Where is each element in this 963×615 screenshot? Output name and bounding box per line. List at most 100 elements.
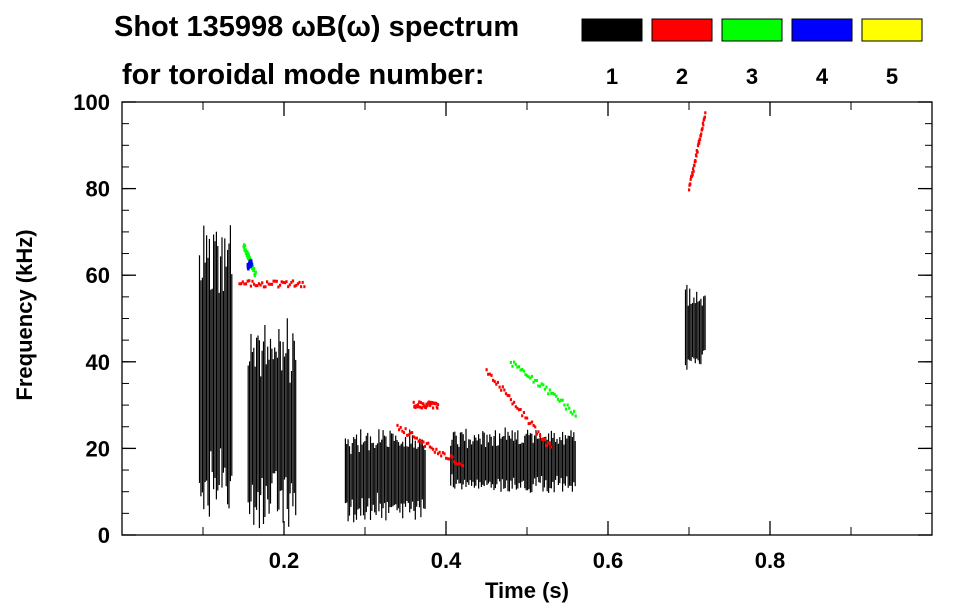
spectral-column <box>247 365 249 503</box>
spectral-point <box>433 450 436 454</box>
spectral-column <box>224 238 226 468</box>
spectral-column <box>203 225 205 510</box>
spectral-point <box>526 374 529 378</box>
spectral-point <box>527 422 530 426</box>
legend-label-mode-2: 2 <box>676 64 688 89</box>
spectral-column <box>455 435 457 484</box>
spectral-point <box>422 402 425 406</box>
spectral-point <box>501 385 504 389</box>
spectral-column <box>262 341 265 524</box>
spectral-point <box>431 401 434 405</box>
spectral-point <box>519 408 522 411</box>
spectral-point <box>691 173 694 177</box>
spectral-point <box>521 368 524 371</box>
spectral-point <box>540 382 543 386</box>
spectral-column <box>281 370 283 491</box>
spectral-column <box>494 430 496 489</box>
spectral-point <box>511 402 514 406</box>
spectral-point <box>560 398 563 402</box>
spectral-point <box>697 139 700 143</box>
spectral-column <box>285 353 287 478</box>
spectral-point <box>412 435 415 439</box>
spectral-point <box>458 461 461 465</box>
spectral-column <box>222 291 224 473</box>
spectral-column <box>570 430 572 486</box>
spectral-column <box>225 266 227 487</box>
mode-1-region <box>684 284 706 370</box>
spectral-point <box>254 272 257 276</box>
spectral-column <box>392 433 394 507</box>
spectral-point <box>241 280 244 284</box>
spectral-point <box>704 111 707 115</box>
spectral-column <box>550 430 552 489</box>
spectral-column <box>535 430 537 486</box>
spectral-column <box>483 432 485 487</box>
spectral-point <box>412 400 415 404</box>
spectral-point <box>428 445 431 449</box>
spectral-column <box>414 440 416 520</box>
spectral-column <box>286 318 288 509</box>
y-tick-label: 60 <box>86 263 110 288</box>
spectral-column <box>382 430 384 509</box>
spectral-point <box>414 436 417 440</box>
legend-label-mode-4: 4 <box>816 64 829 89</box>
spectral-point <box>527 375 530 379</box>
spectral-point <box>456 462 459 466</box>
spectral-point <box>246 279 249 283</box>
spectral-point <box>267 282 270 286</box>
spectral-point <box>571 412 574 416</box>
spectral-column <box>388 447 390 513</box>
spectral-point <box>529 421 532 425</box>
spectral-column <box>464 440 466 480</box>
spectral-column <box>469 439 471 481</box>
spectral-point <box>532 380 535 384</box>
spectral-column <box>522 442 524 481</box>
spectral-point <box>701 121 704 125</box>
spectral-column <box>704 295 706 350</box>
spectral-point <box>247 267 250 271</box>
spectral-point <box>266 280 269 284</box>
spectral-point <box>703 115 706 119</box>
spectral-column <box>361 444 363 499</box>
spectral-point <box>696 150 699 154</box>
spectral-point <box>521 414 524 418</box>
spectral-point <box>269 282 272 286</box>
spectral-column <box>562 431 564 492</box>
spectral-point <box>401 429 404 433</box>
spectral-column <box>351 443 353 500</box>
spectral-column <box>379 442 381 504</box>
spectral-column <box>395 435 397 505</box>
y-tick-label: 20 <box>86 436 110 461</box>
spectral-column <box>376 443 379 493</box>
spectral-column <box>423 445 425 509</box>
mode-1-region <box>450 427 576 493</box>
spectral-column <box>367 432 369 507</box>
spectral-point <box>563 403 566 407</box>
spectral-point <box>245 254 248 258</box>
mode-1-region <box>247 318 297 529</box>
spectral-column <box>700 298 702 365</box>
spectral-point <box>537 430 540 434</box>
spectral-point <box>300 285 303 289</box>
spectral-point <box>695 154 698 158</box>
spectral-column <box>527 429 529 491</box>
mode-1-region <box>198 225 233 517</box>
spectral-column <box>254 366 256 508</box>
spectral-column <box>293 340 295 493</box>
spectral-point <box>238 282 241 286</box>
spectral-column <box>231 274 233 476</box>
spectral-point <box>303 285 306 289</box>
spectral-column <box>378 429 380 512</box>
spectral-point <box>492 378 495 382</box>
mode-4-activity <box>246 259 253 271</box>
spectral-point <box>530 374 534 378</box>
mode-1-region <box>344 429 426 523</box>
spectral-column <box>564 435 566 486</box>
spectral-point <box>698 138 702 142</box>
spectral-point <box>688 188 691 192</box>
spectral-point <box>449 454 453 458</box>
spectral-column <box>472 441 474 482</box>
spectral-column <box>529 433 531 493</box>
mode-2-track <box>485 368 553 449</box>
spectral-point <box>500 388 503 392</box>
